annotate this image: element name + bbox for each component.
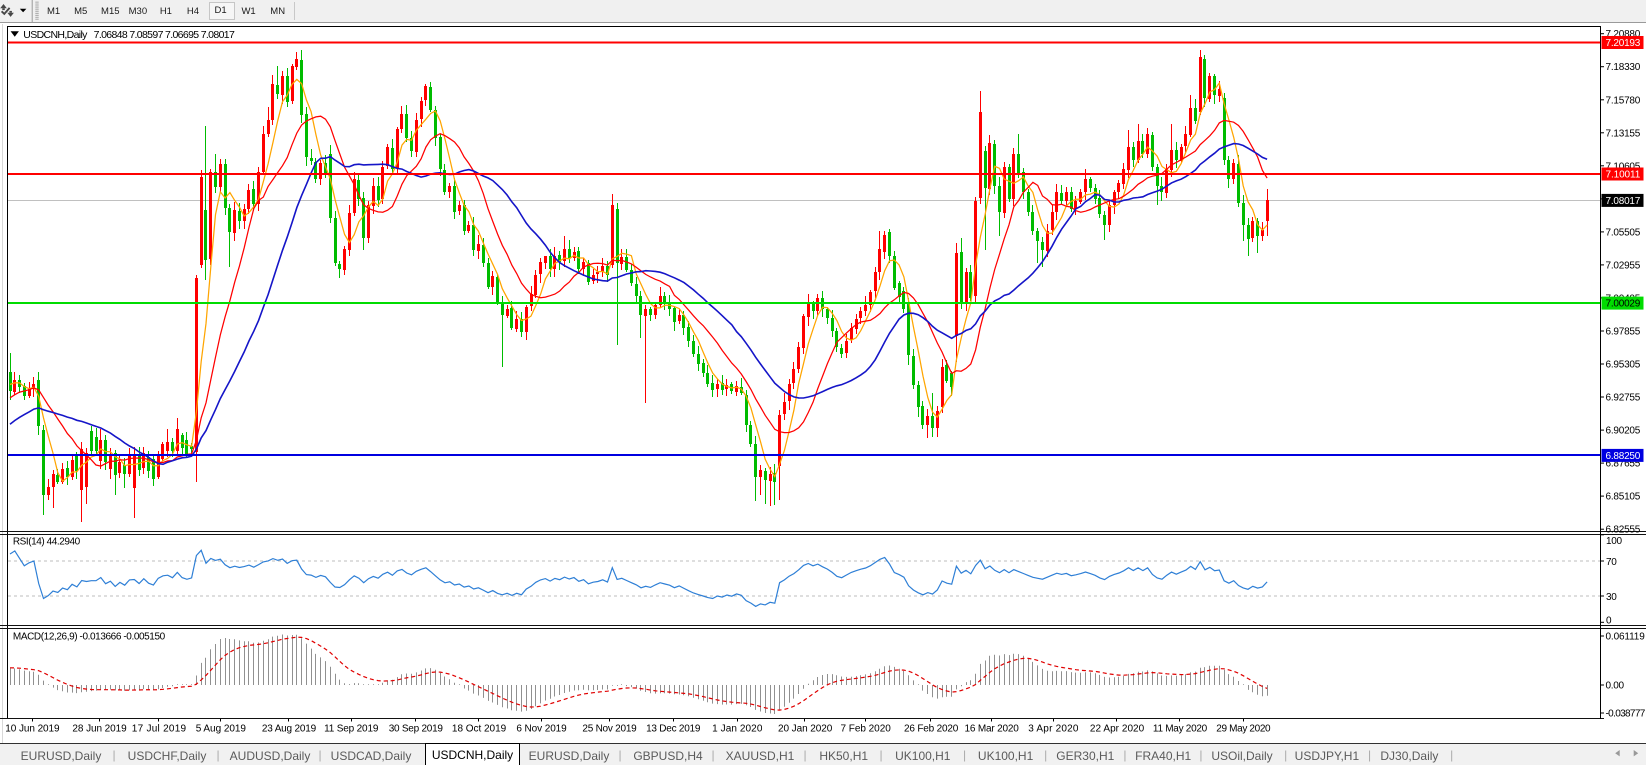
svg-text:18 Oct 2019: 18 Oct 2019 xyxy=(452,724,507,735)
svg-text:6.82555: 6.82555 xyxy=(1606,525,1641,536)
svg-text:7.20193: 7.20193 xyxy=(1606,38,1641,49)
svg-text:22 Apr 2020: 22 Apr 2020 xyxy=(1090,724,1145,735)
svg-text:6.95305: 6.95305 xyxy=(1606,360,1641,371)
svg-text:6.90205: 6.90205 xyxy=(1606,426,1641,437)
svg-text:7.15780: 7.15780 xyxy=(1606,95,1641,106)
svg-text:6 Nov 2019: 6 Nov 2019 xyxy=(516,724,567,735)
svg-text:10 Jun 2019: 10 Jun 2019 xyxy=(5,724,60,735)
svg-text:0: 0 xyxy=(1606,615,1612,626)
svg-text:USDCNH,Daily 7.06848 7.08597: USDCNH,Daily 7.06848 7.08597 7.06695 7.0… xyxy=(23,29,235,41)
svg-text:11 May 2020: 11 May 2020 xyxy=(1153,724,1208,735)
svg-text:11 Sep 2019: 11 Sep 2019 xyxy=(324,724,379,735)
svg-text:7.10605: 7.10605 xyxy=(1606,161,1641,172)
svg-text:6.92755: 6.92755 xyxy=(1606,393,1641,404)
svg-text:20 Jan 2020: 20 Jan 2020 xyxy=(778,724,833,735)
svg-text:5 Aug 2019: 5 Aug 2019 xyxy=(196,724,247,735)
svg-text:7.08017: 7.08017 xyxy=(1606,196,1641,207)
svg-text:0.061119: 0.061119 xyxy=(1606,632,1646,643)
svg-text:7.10011: 7.10011 xyxy=(1606,170,1641,181)
svg-text:16 Mar 2020: 16 Mar 2020 xyxy=(965,724,1020,735)
svg-text:25 Nov 2019: 25 Nov 2019 xyxy=(582,724,637,735)
svg-text:23 Aug 2019: 23 Aug 2019 xyxy=(262,724,317,735)
svg-text:6.85105: 6.85105 xyxy=(1606,492,1641,503)
svg-text:6.87655: 6.87655 xyxy=(1606,459,1641,470)
svg-text:7.18330: 7.18330 xyxy=(1606,62,1641,73)
svg-text:-0.038777: -0.038777 xyxy=(1606,709,1646,720)
svg-text:3 Apr 2020: 3 Apr 2020 xyxy=(1028,724,1079,735)
svg-text:30 Sep 2019: 30 Sep 2019 xyxy=(389,724,444,735)
svg-text:6.88250: 6.88250 xyxy=(1606,451,1641,462)
svg-text:29 May 2020: 29 May 2020 xyxy=(1216,724,1271,735)
svg-text:17 Jul 2019: 17 Jul 2019 xyxy=(132,724,187,735)
svg-text:0.00: 0.00 xyxy=(1606,681,1625,692)
svg-text:7 Feb 2020: 7 Feb 2020 xyxy=(841,724,892,735)
svg-text:1 Jan 2020: 1 Jan 2020 xyxy=(712,724,763,735)
svg-text:30: 30 xyxy=(1606,592,1617,603)
svg-text:MACD(12,26,9) -0.013666 -0.005: MACD(12,26,9) -0.013666 -0.005150 xyxy=(13,632,166,643)
svg-text:7.13155: 7.13155 xyxy=(1606,128,1641,139)
svg-text:28 Jun 2019: 28 Jun 2019 xyxy=(72,724,127,735)
svg-text:7.05505: 7.05505 xyxy=(1606,227,1641,238)
svg-text:13 Dec 2019: 13 Dec 2019 xyxy=(646,724,701,735)
svg-text:70: 70 xyxy=(1606,557,1617,568)
svg-text:100: 100 xyxy=(1606,536,1623,547)
svg-text:6.97855: 6.97855 xyxy=(1606,327,1641,338)
svg-text:RSI(14) 44.2940: RSI(14) 44.2940 xyxy=(13,537,81,548)
svg-text:26 Feb 2020: 26 Feb 2020 xyxy=(904,724,959,735)
svg-text:7.00029: 7.00029 xyxy=(1606,299,1641,310)
svg-text:7.20880: 7.20880 xyxy=(1606,29,1641,40)
svg-text:7.02955: 7.02955 xyxy=(1606,260,1641,271)
